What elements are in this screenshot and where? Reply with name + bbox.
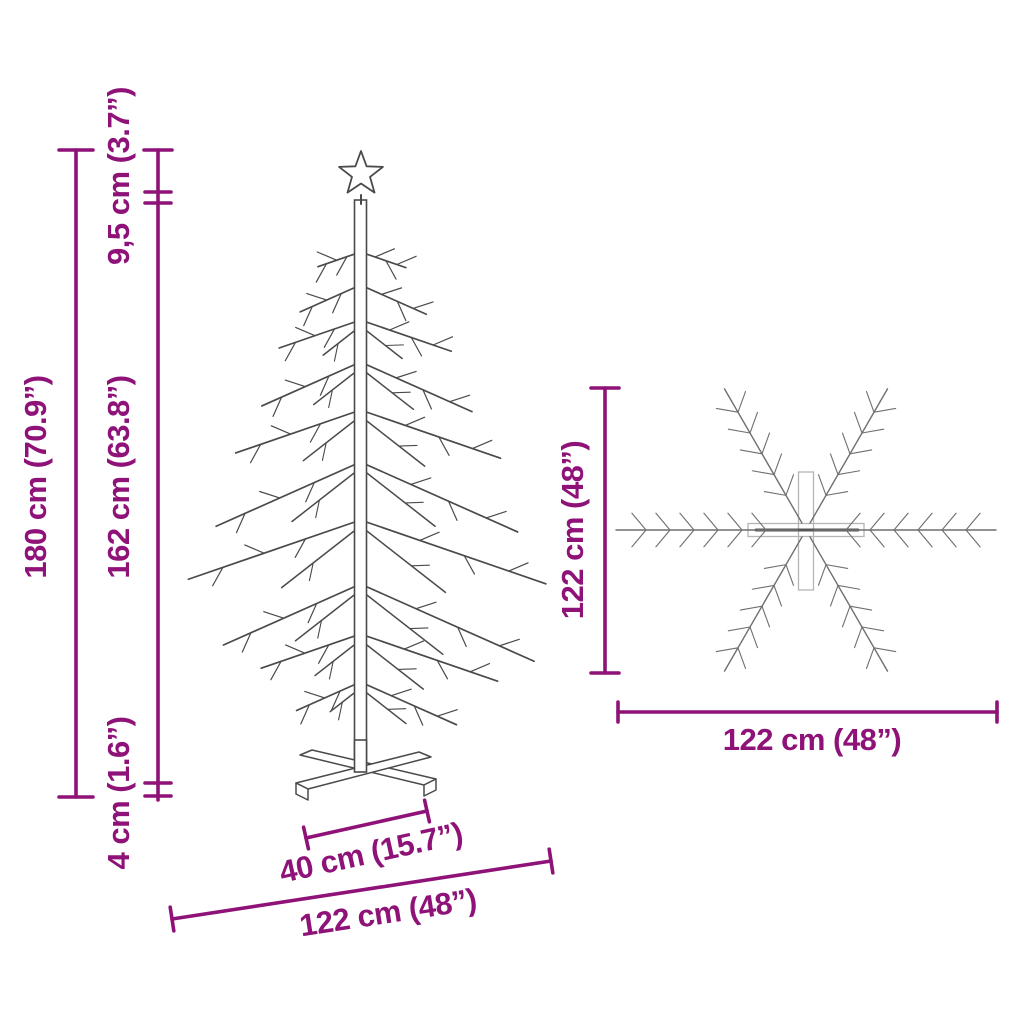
cross-base-drawing (295, 739, 437, 801)
tree-front-view (187, 199, 547, 773)
dim-label-top-view-height: 122 cm (48”) (555, 440, 590, 620)
dimension-lines (57, 148, 999, 933)
dim-label-total-height: 180 cm (70.9”) (18, 375, 53, 579)
dim-label-top-view-width: 122 cm (48”) (722, 722, 902, 757)
dim-label-tree-height: 162 cm (63.8”) (101, 375, 136, 579)
tree-top-view (615, 388, 997, 672)
star-topper-icon (338, 150, 384, 205)
dim-label-base-height: 4 cm (1.6”) (101, 716, 136, 870)
dim-label-star-height: 9,5 cm (3.7”) (101, 87, 136, 265)
